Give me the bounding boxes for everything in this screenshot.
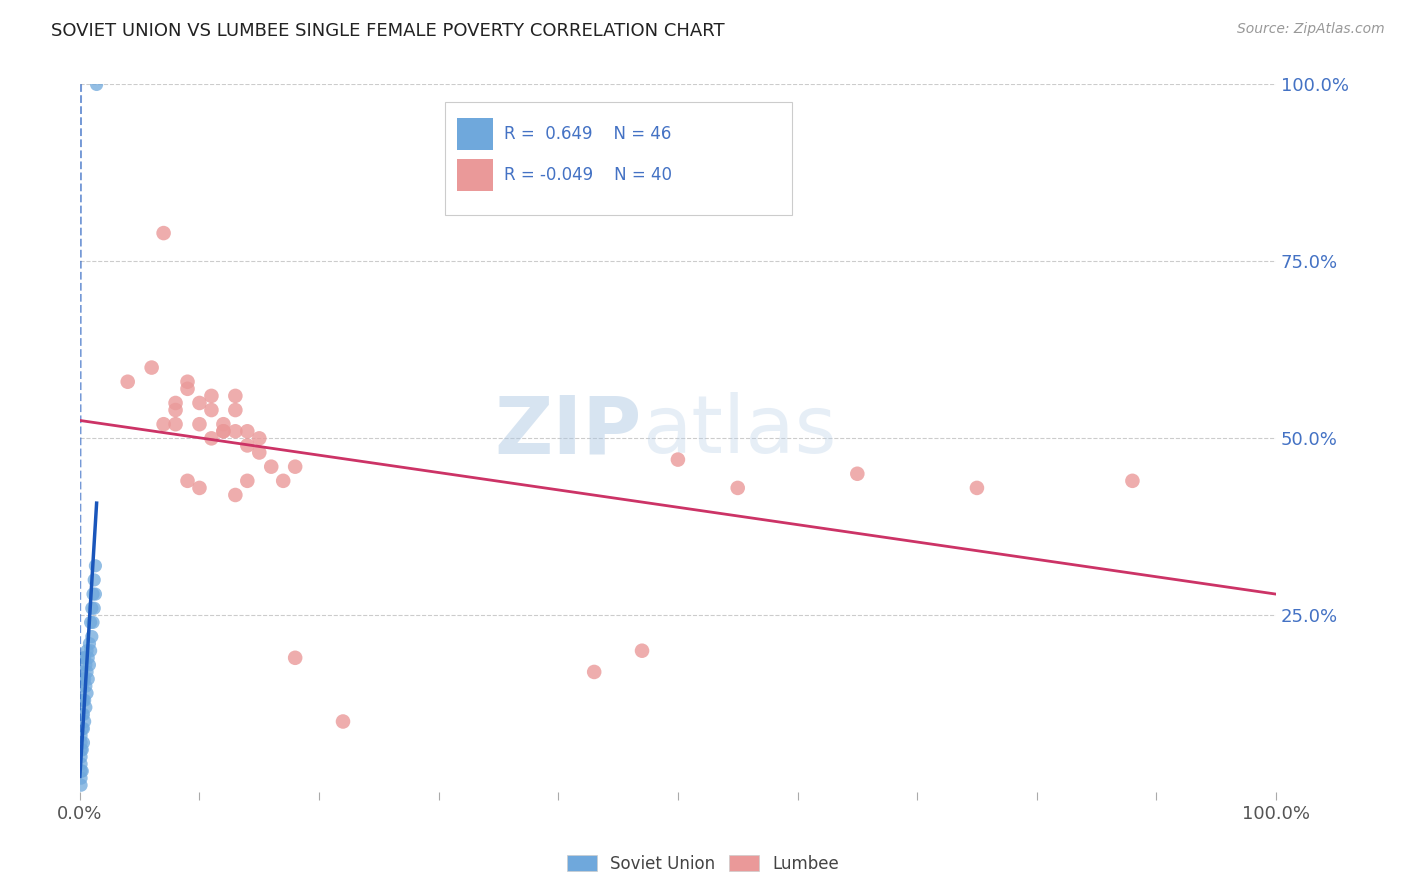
Point [583, 665, 606, 679]
Point [73, 672, 96, 686]
Point [165, 396, 187, 410]
Point [176, 375, 198, 389]
Point [188, 396, 211, 410]
Point [76, 644, 98, 658]
Text: ZIP: ZIP [495, 392, 643, 470]
Point [727, 481, 749, 495]
Point [75, 679, 97, 693]
Point [73, 650, 96, 665]
Point [84, 558, 107, 573]
Text: Source: ZipAtlas.com: Source: ZipAtlas.com [1237, 22, 1385, 37]
Point [72, 707, 94, 722]
Point [70, 743, 93, 757]
Point [77, 650, 100, 665]
Point [76, 665, 98, 679]
Point [79, 615, 101, 630]
Point [666, 452, 689, 467]
Point [72, 665, 94, 679]
Point [83, 601, 105, 615]
Point [165, 417, 187, 432]
Point [247, 431, 270, 445]
Point [83, 573, 105, 587]
FancyBboxPatch shape [457, 159, 492, 191]
Point [82, 615, 104, 630]
Point [84, 587, 107, 601]
Point [188, 417, 211, 432]
Point [76, 686, 98, 700]
Point [77, 672, 100, 686]
FancyBboxPatch shape [457, 118, 492, 150]
Point [70, 756, 93, 771]
Point [75, 700, 97, 714]
Point [70, 778, 93, 792]
Point [1121, 474, 1143, 488]
Point [176, 382, 198, 396]
Point [236, 438, 259, 452]
Point [70, 764, 93, 778]
Point [70, 771, 93, 785]
Point [70, 729, 93, 743]
Point [236, 474, 259, 488]
Point [70, 750, 93, 764]
Point [72, 679, 94, 693]
Point [72, 693, 94, 707]
Point [271, 474, 294, 488]
Point [212, 417, 235, 432]
Point [80, 630, 103, 644]
Point [72, 693, 94, 707]
Point [224, 425, 246, 439]
Point [846, 467, 869, 481]
Point [152, 417, 174, 432]
Point [72, 736, 94, 750]
Point [80, 601, 103, 615]
Point [72, 672, 94, 686]
Point [72, 764, 94, 778]
Point [79, 644, 101, 658]
Point [72, 707, 94, 722]
Point [188, 481, 211, 495]
Point [117, 375, 139, 389]
Point [200, 389, 222, 403]
Text: atlas: atlas [643, 392, 837, 470]
Point [224, 389, 246, 403]
Point [72, 743, 94, 757]
Point [236, 425, 259, 439]
Point [212, 425, 235, 439]
Text: R =  0.649    N = 46: R = 0.649 N = 46 [505, 125, 672, 143]
Point [72, 722, 94, 736]
Point [247, 445, 270, 459]
Point [79, 637, 101, 651]
Point [332, 714, 354, 729]
Point [224, 488, 246, 502]
Legend: Soviet Union, Lumbee: Soviet Union, Lumbee [561, 848, 845, 880]
Point [284, 459, 307, 474]
Point [141, 360, 163, 375]
Point [73, 693, 96, 707]
Point [200, 403, 222, 417]
Point [72, 650, 94, 665]
Text: SOVIET UNION VS LUMBEE SINGLE FEMALE POVERTY CORRELATION CHART: SOVIET UNION VS LUMBEE SINGLE FEMALE POV… [51, 22, 724, 40]
FancyBboxPatch shape [444, 103, 792, 215]
Point [75, 657, 97, 672]
Point [82, 587, 104, 601]
Point [73, 714, 96, 729]
Point [224, 403, 246, 417]
Text: R = -0.049    N = 40: R = -0.049 N = 40 [505, 166, 672, 184]
Point [284, 650, 307, 665]
Point [86, 78, 108, 92]
Point [260, 459, 283, 474]
Point [152, 226, 174, 240]
Point [79, 657, 101, 672]
Point [176, 474, 198, 488]
Point [165, 403, 187, 417]
Point [212, 425, 235, 439]
Point [631, 644, 654, 658]
Point [200, 431, 222, 445]
Point [70, 736, 93, 750]
Point [966, 481, 988, 495]
Point [72, 722, 94, 736]
